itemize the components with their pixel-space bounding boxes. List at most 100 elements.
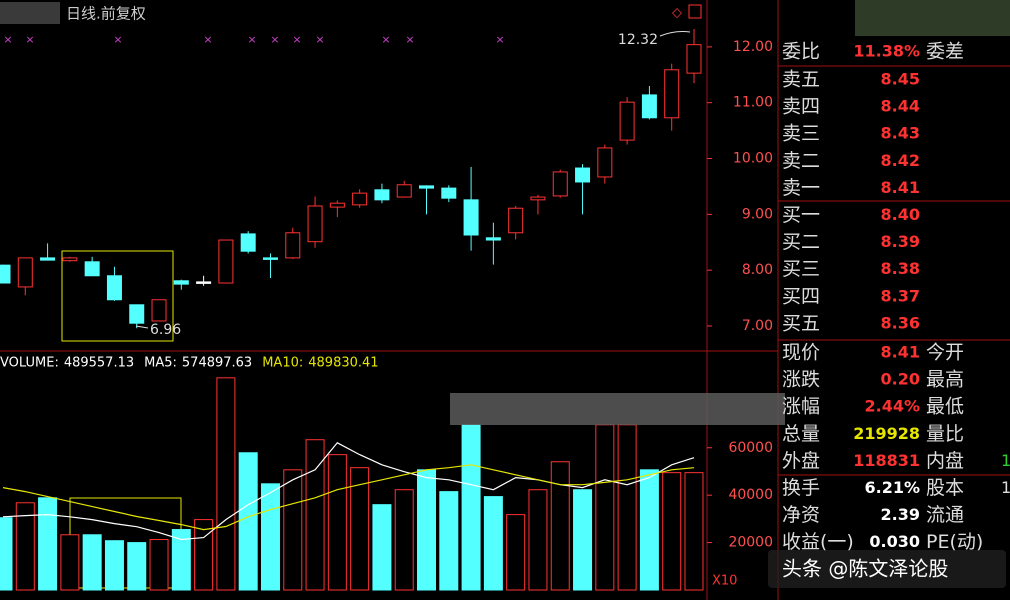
row-label: 涨跌 — [782, 369, 820, 391]
row-label: 卖二 — [782, 150, 820, 172]
candle-body — [374, 189, 390, 201]
row-label: 外盘 — [782, 450, 820, 472]
y-tick-label: 20000 — [728, 535, 773, 551]
row-label: 买四 — [782, 285, 820, 307]
candle-body — [419, 185, 435, 189]
marker: × — [25, 33, 34, 46]
candle-body — [329, 202, 345, 208]
marker: × — [381, 33, 390, 46]
volume-bar — [104, 540, 124, 591]
candle-body — [686, 44, 702, 74]
row-value: 8.41 — [881, 343, 920, 362]
blurred-area — [855, 0, 1010, 36]
ma-line — [2, 464, 695, 531]
candle-body — [552, 171, 568, 197]
row-label: 卖三 — [782, 123, 820, 145]
candle-body — [262, 257, 278, 260]
row-label: 卖一 — [782, 177, 820, 199]
candle-body — [173, 280, 189, 285]
candle-body — [218, 239, 234, 284]
row-label: 净资 — [782, 504, 820, 526]
volume-bar — [439, 491, 459, 591]
candle-body — [0, 264, 11, 284]
candle-body — [240, 233, 256, 252]
volume-bar — [238, 452, 258, 591]
row-extra: 1 — [1001, 478, 1010, 497]
candle-body — [196, 281, 212, 284]
volume-bar — [595, 424, 615, 591]
row-value: 8.43 — [881, 124, 920, 143]
marker: × — [113, 33, 122, 46]
marker: × — [203, 33, 212, 46]
row-label: 内盘 — [926, 450, 964, 472]
marker: × — [315, 33, 324, 46]
volume-bar — [127, 542, 147, 591]
row-label: 最低 — [926, 396, 964, 418]
candle-body — [641, 94, 657, 119]
icon — [688, 4, 702, 19]
y-tick-label: 12.00 — [733, 39, 773, 55]
volume-bar — [194, 519, 214, 591]
row-label: PE(动) — [926, 531, 983, 553]
row-label: 买一 — [782, 204, 820, 226]
y-tick-label: 11.00 — [733, 95, 773, 111]
volume-bar — [260, 483, 280, 591]
row-value: 118831 — [853, 451, 920, 470]
candle-body — [17, 257, 33, 288]
row-label: 卖五 — [782, 69, 820, 91]
candle-body — [508, 207, 524, 234]
row-label: 买二 — [782, 231, 820, 253]
candle-body — [664, 69, 680, 119]
volume-bar — [283, 469, 303, 591]
legend-value: 489830.41 — [308, 356, 378, 371]
candle-body — [129, 304, 145, 324]
volume-bar — [0, 517, 13, 591]
volume-bar — [461, 424, 481, 591]
row-value: 219928 — [853, 424, 920, 443]
row-label: 总量 — [782, 423, 820, 445]
chart-title: 日线.前复权 — [66, 5, 146, 23]
row-extra: 1 — [1001, 451, 1010, 470]
candle-body — [441, 187, 457, 199]
volume-bar — [305, 439, 325, 591]
row-value: 8.39 — [881, 232, 920, 251]
candle-body — [396, 184, 412, 198]
candle-body — [307, 205, 323, 243]
blurred-name — [0, 2, 60, 24]
row-value: 11.38% — [853, 42, 920, 61]
volume-bar — [684, 472, 704, 591]
row-label: 买五 — [782, 312, 820, 334]
row-label: 股本 — [926, 477, 964, 499]
row-value: 2.39 — [881, 505, 920, 524]
legend-value: 574897.63 — [182, 356, 252, 371]
candle-body — [106, 275, 122, 301]
volume-bar — [483, 496, 503, 591]
volume-bar — [617, 424, 637, 591]
y-tick-label: 8.00 — [742, 262, 773, 278]
volume-bar — [38, 497, 58, 591]
volume-bar — [149, 539, 169, 591]
annotation-arrow — [135, 325, 149, 329]
row-label: 现价 — [782, 342, 820, 364]
row-label: 今开 — [926, 342, 964, 364]
volume-bar — [60, 534, 80, 591]
watermark-bg — [768, 550, 1006, 588]
candle-body — [285, 232, 301, 259]
volume-bar — [573, 489, 593, 591]
marker: × — [495, 33, 504, 46]
y-tick-label: 9.00 — [742, 206, 773, 222]
candle-body — [619, 101, 635, 141]
row-label: 流通 — [926, 504, 964, 526]
row-label: 最高 — [926, 369, 964, 391]
row-label: 卖四 — [782, 96, 820, 118]
annotation-arrow — [659, 31, 691, 37]
row-label: 换手 — [782, 477, 820, 499]
legend-name: VOLUME: — [0, 356, 59, 371]
marker: × — [405, 33, 414, 46]
row-label: 量比 — [926, 423, 964, 445]
marker: × — [270, 33, 279, 46]
annotation: 12.32 — [618, 32, 658, 48]
volume-bar — [394, 489, 414, 591]
row-value: 8.42 — [881, 151, 920, 170]
icon: ◇ — [672, 6, 682, 21]
